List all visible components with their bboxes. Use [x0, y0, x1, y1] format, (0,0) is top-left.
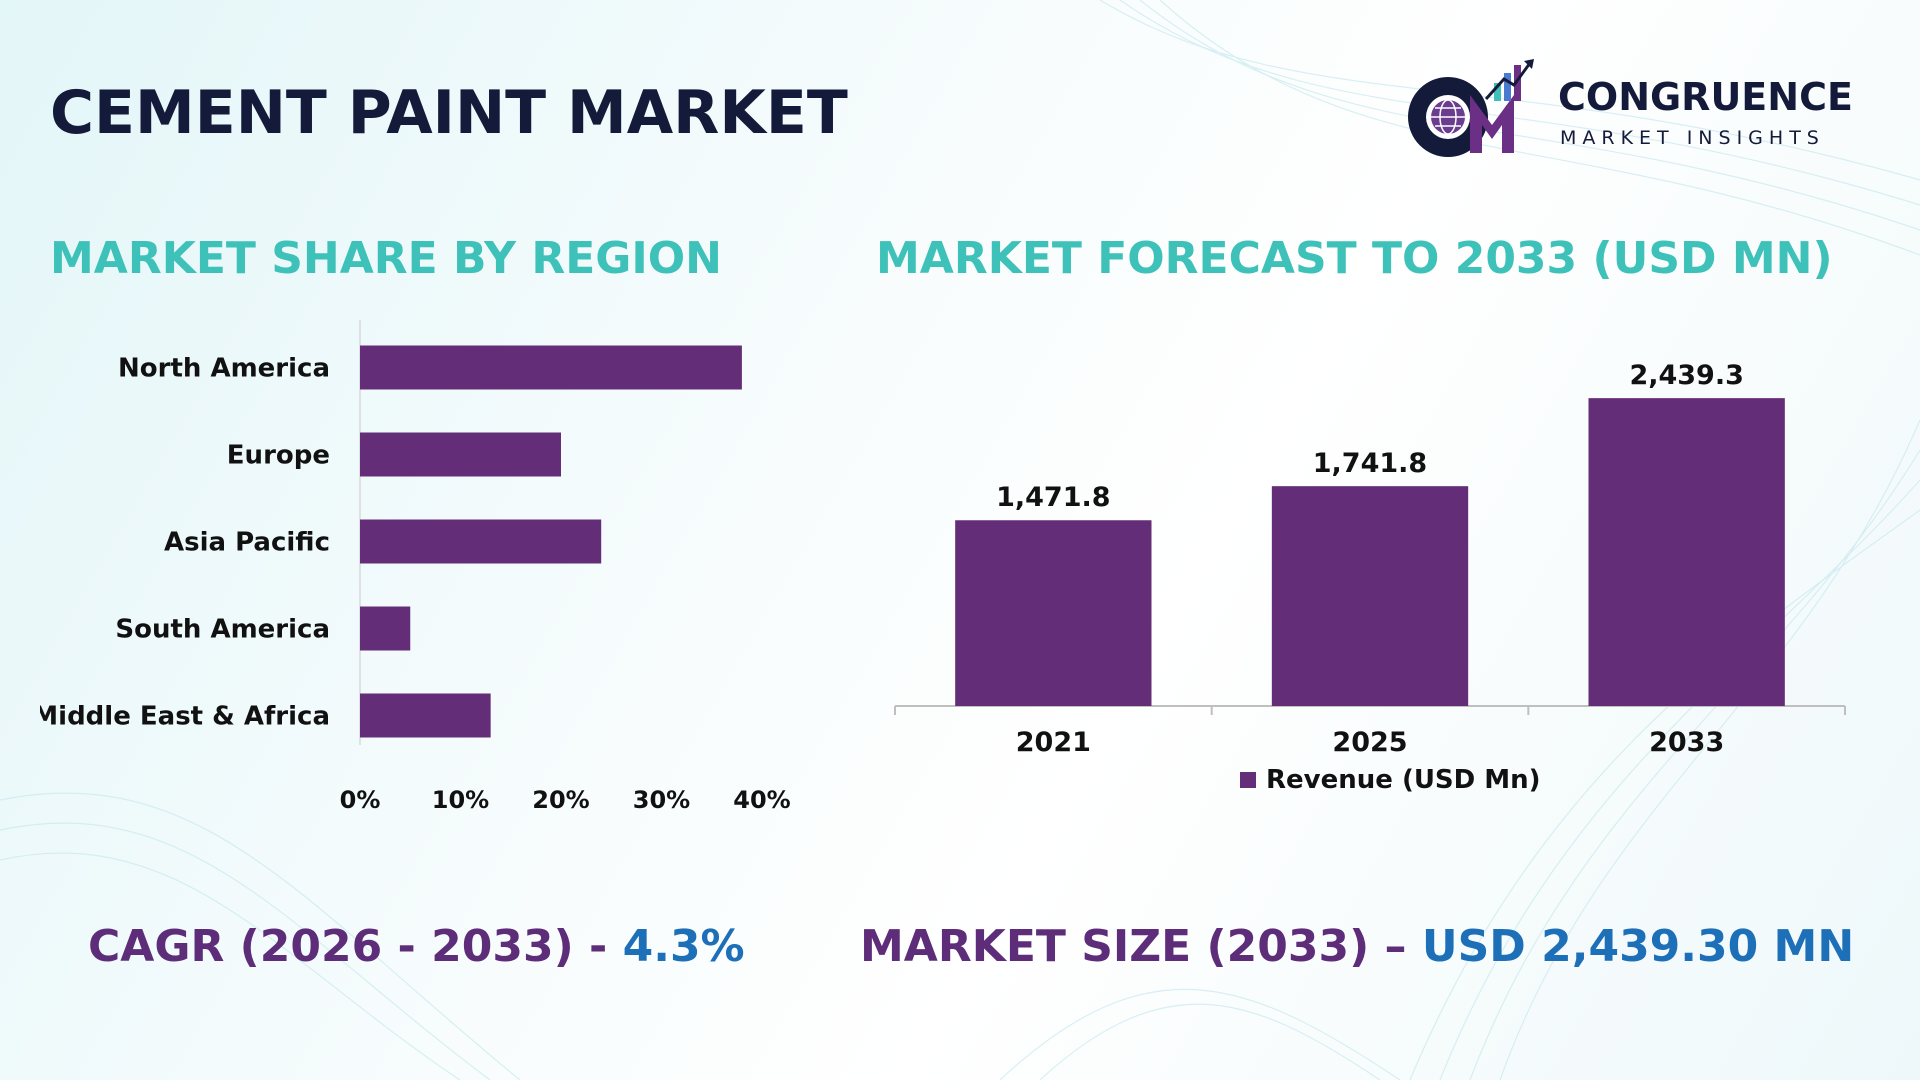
- forecast-category-label: 2033: [1649, 727, 1724, 758]
- market-size-value: USD 2,439.30 MN: [1421, 921, 1855, 972]
- region-category-label: Middle East & Africa: [40, 702, 330, 732]
- cagr-value: 4.3%: [622, 921, 745, 972]
- forecast-bar-2033: [1588, 398, 1785, 706]
- region-section-heading: MARKET SHARE BY REGION: [50, 233, 722, 284]
- region-bar-0: [360, 345, 742, 390]
- forecast-category-label: 2025: [1332, 727, 1407, 758]
- forecast-bar-2025: [1271, 486, 1469, 706]
- region-x-tick-label: 30%: [633, 786, 690, 814]
- page-title: CEMENT PAINT MARKET: [50, 78, 848, 148]
- logo-name: CONGRUENCE: [1558, 75, 1853, 119]
- region-bar-2: [360, 519, 602, 564]
- region-x-tick-label: 10%: [432, 786, 489, 814]
- company-logo: CONGRUENCE MARKET INSIGHTS: [1400, 55, 1880, 165]
- cagr-label: CAGR (2026 - 2033) -: [88, 921, 623, 972]
- forecast-category-label: 2021: [1016, 727, 1091, 758]
- forecast-section-heading: MARKET FORECAST TO 2033 (USD MN): [876, 233, 1833, 284]
- forecast-data-label: 1,741.8: [1313, 448, 1427, 479]
- market-size-label: MARKET SIZE (2033) –: [860, 921, 1422, 972]
- logo-mark-icon: [1408, 59, 1534, 157]
- region-category-label: South America: [115, 615, 330, 645]
- market-size-stat: MARKET SIZE (2033) – USD 2,439.30 MN: [860, 921, 1854, 972]
- region-x-tick-label: 0%: [340, 786, 381, 814]
- region-category-label: Asia Pacific: [164, 528, 330, 558]
- region-x-tick-label: 20%: [532, 786, 589, 814]
- region-category-label: North America: [118, 354, 330, 384]
- forecast-legend-swatch: [1240, 772, 1256, 788]
- forecast-chart: 1,471.8 2021 1,741.8 2025 2,439.3 2033 Revenue…: [894, 360, 1846, 795]
- logo-subtitle: MARKET INSIGHTS: [1560, 127, 1825, 149]
- region-bar-4: [360, 693, 491, 738]
- forecast-data-label: 1,471.8: [996, 482, 1110, 513]
- region-category-label: Europe: [227, 441, 330, 471]
- region-bar-1: [360, 432, 561, 477]
- forecast-data-label: 2,439.3: [1629, 360, 1743, 391]
- region-share-chart: North America Europe Asia Pacific South Ame…: [40, 320, 791, 814]
- forecast-bar-2021: [955, 520, 1152, 706]
- cagr-stat: CAGR (2026 - 2033) - 4.3%: [88, 921, 745, 972]
- region-x-tick-label: 40%: [733, 786, 790, 814]
- forecast-legend-label: Revenue (USD Mn): [1266, 765, 1541, 795]
- region-bar-3: [360, 606, 411, 651]
